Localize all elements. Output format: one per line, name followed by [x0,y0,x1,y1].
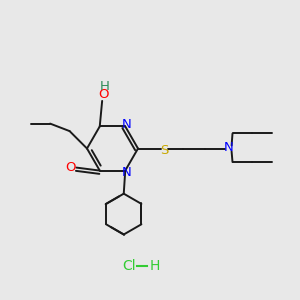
Text: H: H [149,259,160,272]
Text: S: S [160,143,169,157]
Text: O: O [98,88,108,101]
Text: H: H [100,80,110,93]
Text: N: N [122,118,132,131]
Text: Cl: Cl [122,259,136,272]
Text: N: N [224,141,233,154]
Text: N: N [122,166,132,178]
Text: O: O [66,161,76,174]
